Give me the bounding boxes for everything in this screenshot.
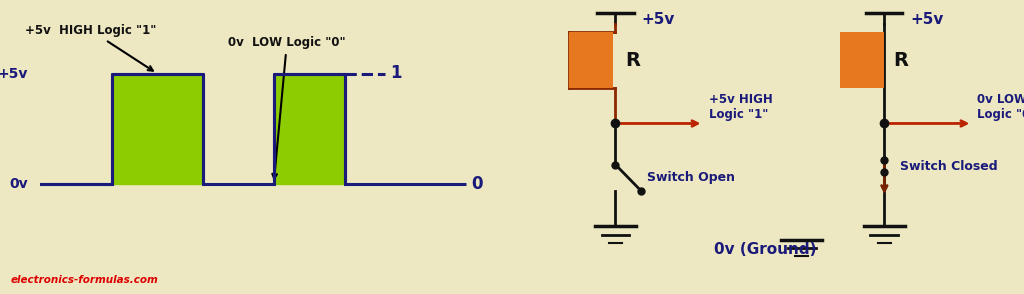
Text: +5v HIGH
Logic "1": +5v HIGH Logic "1" bbox=[709, 93, 772, 121]
Text: +5v: +5v bbox=[641, 12, 675, 27]
Text: 0v LOW
Logic "0": 0v LOW Logic "0" bbox=[978, 93, 1024, 121]
Text: R: R bbox=[894, 51, 908, 70]
Text: electronics-formulas.com: electronics-formulas.com bbox=[10, 275, 158, 285]
Text: +5v: +5v bbox=[910, 12, 943, 27]
Text: R: R bbox=[625, 51, 640, 70]
Text: 0v (Ground): 0v (Ground) bbox=[714, 242, 817, 258]
Bar bbox=[841, 32, 885, 88]
Text: 0v  LOW Logic "0": 0v LOW Logic "0" bbox=[228, 36, 346, 179]
Bar bbox=[569, 32, 613, 88]
Text: Switch Open: Switch Open bbox=[646, 171, 734, 184]
Text: 1: 1 bbox=[390, 64, 401, 83]
Text: Switch Closed: Switch Closed bbox=[900, 160, 997, 173]
Text: 0: 0 bbox=[471, 175, 483, 193]
Text: 0v: 0v bbox=[9, 177, 28, 191]
Text: +5v  HIGH Logic "1": +5v HIGH Logic "1" bbox=[26, 24, 157, 71]
Text: +5v: +5v bbox=[0, 66, 28, 81]
